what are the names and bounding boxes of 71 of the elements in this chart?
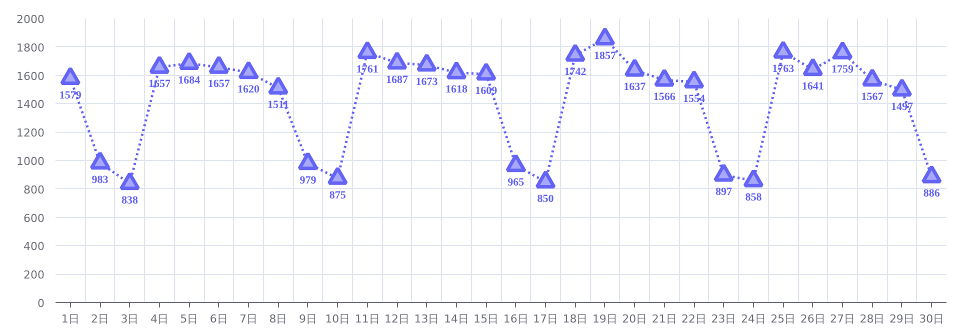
x-tick-label: 25日	[770, 312, 796, 326]
x-tick-label: 13日	[414, 312, 440, 326]
data-label: 1857	[594, 50, 616, 62]
x-tick-label: 1日	[61, 312, 80, 326]
y-tick-label: 2000	[16, 13, 45, 26]
x-tick-label: 23日	[711, 312, 736, 326]
y-tick-label: 1400	[16, 98, 45, 112]
y-tick-label: 1200	[16, 126, 45, 140]
data-label: 1657	[148, 78, 171, 90]
x-tick-label: 5日	[180, 312, 198, 326]
x-tick-label: 26日	[800, 312, 826, 326]
data-label: 1687	[386, 74, 409, 86]
x-tick-label: 19日	[592, 312, 618, 326]
y-tick-label: 1000	[16, 155, 45, 168]
data-label: 1763	[772, 63, 795, 76]
data-label: 1579	[59, 89, 82, 102]
x-tick-label: 27日	[830, 312, 856, 326]
y-tick-label: 800	[24, 183, 45, 196]
data-label: 1742	[564, 66, 587, 78]
data-label: 1554	[683, 92, 706, 105]
x-tick-label: 3日	[120, 312, 139, 326]
y-tick-label: 200	[24, 268, 45, 282]
data-label: 1761	[356, 63, 378, 76]
x-tick-label: 17日	[533, 312, 558, 326]
x-tick-label: 4日	[150, 312, 168, 326]
y-tick-label: 0	[38, 297, 44, 310]
x-tick-label: 30日	[919, 312, 944, 326]
y-tick-label: 600	[24, 212, 45, 225]
x-tick-label: 8日	[269, 312, 288, 326]
data-label: 1618	[445, 84, 468, 96]
data-label: 983	[92, 174, 109, 186]
x-tick-label: 7日	[240, 312, 258, 326]
x-tick-label: 15日	[474, 312, 499, 326]
data-label: 1759	[832, 64, 854, 76]
data-label: 897	[716, 186, 732, 198]
data-label: 1567	[861, 90, 884, 103]
data-label: 850	[537, 192, 554, 205]
x-tick-label: 20日	[622, 312, 648, 326]
x-tick-label: 28日	[860, 312, 885, 326]
data-label: 1641	[802, 80, 824, 92]
data-label: 858	[745, 192, 762, 204]
data-label: 1673	[416, 76, 438, 88]
x-tick-label: 18日	[562, 312, 588, 326]
x-tick-label: 6日	[210, 312, 228, 326]
x-tick-label: 24日	[740, 312, 766, 326]
x-tick-label: 14日	[444, 312, 469, 326]
data-label: 979	[300, 174, 317, 186]
data-label: 1657	[208, 78, 230, 90]
x-tick-label: 29日	[889, 312, 914, 326]
x-tick-label: 11日	[354, 312, 380, 326]
data-label: 965	[508, 176, 525, 188]
data-label: 886	[923, 188, 940, 200]
data-label: 1609	[475, 85, 498, 98]
data-label: 1620	[238, 83, 260, 96]
y-tick-label: 1600	[16, 70, 45, 83]
data-label: 875	[329, 189, 346, 202]
x-tick-label: 16日	[503, 312, 528, 326]
data-label: 838	[122, 194, 138, 207]
x-tick-label: 9日	[298, 312, 317, 326]
x-tick-label: 10日	[325, 312, 350, 326]
x-tick-label: 21日	[652, 312, 677, 326]
y-tick-label: 400	[24, 240, 45, 254]
x-tick-label: 12日	[384, 312, 410, 326]
y-tick-label: 1800	[16, 41, 45, 54]
data-label: 1566	[653, 91, 676, 104]
x-tick-label: 22日	[682, 312, 707, 326]
x-tick-label: 2日	[91, 312, 110, 326]
data-label: 1684	[178, 74, 201, 86]
data-label: 1511	[268, 98, 289, 111]
data-label: 1497	[890, 100, 914, 113]
data-label: 1637	[624, 81, 646, 94]
